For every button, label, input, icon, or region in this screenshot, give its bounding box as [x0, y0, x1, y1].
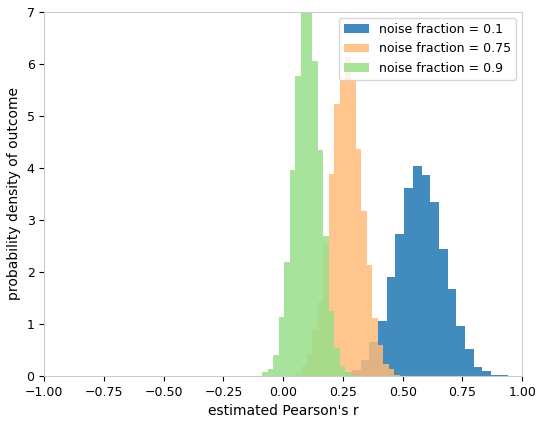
Y-axis label: probability density of outcome: probability density of outcome — [7, 88, 21, 300]
Polygon shape — [291, 57, 400, 376]
Polygon shape — [335, 166, 508, 376]
X-axis label: estimated Pearson's r: estimated Pearson's r — [208, 404, 358, 418]
Polygon shape — [245, 4, 356, 376]
Legend: noise fraction = 0.1, noise fraction = 0.75, noise fraction = 0.9: noise fraction = 0.1, noise fraction = 0… — [339, 18, 516, 80]
